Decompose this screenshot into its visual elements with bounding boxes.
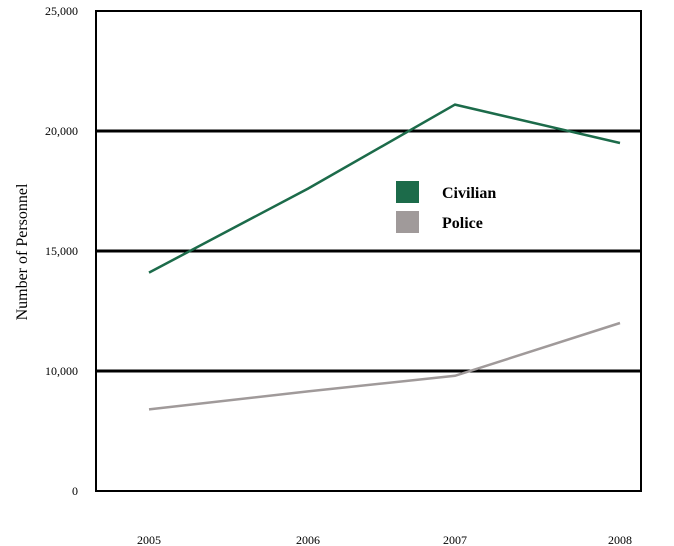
x-tick-label: 2006: [296, 533, 320, 546]
legend-label-police: Police: [442, 215, 483, 232]
x-tick-label: 2005: [137, 533, 161, 546]
legend-swatch-police: [396, 211, 419, 233]
series-line-civilian: [148, 103, 621, 274]
series-lines: [148, 103, 621, 411]
y-tick-label: 10,000: [45, 364, 78, 378]
y-axis-ticks: 0 10,000 15,000 20,000 25,000: [45, 4, 78, 498]
y-tick-label: 15,000: [45, 244, 78, 258]
x-tick-label: 2008: [608, 533, 632, 546]
legend-label-civilian: Civilian: [442, 185, 496, 202]
legend-swatch-civilian: [396, 181, 419, 203]
y-tick-label: 20,000: [45, 124, 78, 138]
y-axis-label: Number of Personnel: [14, 183, 31, 320]
plot-frame: [95, 10, 642, 492]
y-tick-label: 0: [72, 484, 78, 498]
x-tick-label: 2007: [443, 533, 467, 546]
x-axis-ticks: 2005 2006 2007 2008: [137, 533, 632, 546]
y-tick-label: 25,000: [45, 4, 78, 18]
legend: Civilian Police: [396, 181, 496, 233]
gridlines: [96, 129, 641, 373]
series-line-police: [148, 321, 621, 411]
